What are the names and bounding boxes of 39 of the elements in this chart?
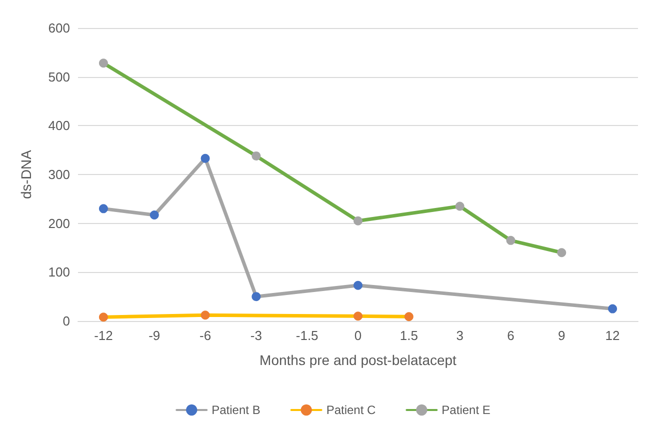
point <box>455 202 464 211</box>
point <box>354 312 362 321</box>
point <box>98 58 108 68</box>
x-tick-label: 12 <box>605 328 620 343</box>
point <box>252 151 261 160</box>
x-tick-label: 3 <box>456 328 464 343</box>
point <box>608 304 618 314</box>
point <box>252 292 261 302</box>
x-tick-label: -1.5 <box>296 328 318 343</box>
legend-label: Patient C <box>326 403 376 417</box>
y-tick-label: 600 <box>48 20 70 36</box>
point <box>98 312 108 322</box>
x-tick-label: -12 <box>94 328 113 343</box>
y-tick-label: 300 <box>48 167 70 182</box>
y-tick-label: 500 <box>48 69 70 84</box>
x-tick-label: 0 <box>354 328 362 343</box>
y-tick-label: 200 <box>48 216 70 231</box>
point <box>404 312 414 322</box>
point <box>557 248 566 258</box>
point <box>200 154 210 163</box>
x-tick-label: -3 <box>250 328 262 343</box>
point <box>506 236 516 245</box>
x-tick-label: 6 <box>507 328 514 343</box>
x-tick-label: -6 <box>199 328 212 343</box>
x-axis-title: Months pre and post-belatacept <box>260 352 457 368</box>
x-tick-label: 9 <box>558 328 566 343</box>
x-tick-label: 1.5 <box>400 328 418 343</box>
point <box>354 216 362 226</box>
y-axis-title: ds-DNA <box>18 149 34 200</box>
point <box>354 280 362 290</box>
y-tick-label: 0 <box>62 314 70 328</box>
y-tick-label: 400 <box>48 118 70 134</box>
legend-label: Patient B <box>212 403 260 417</box>
point <box>150 210 159 220</box>
x-tick-label: -9 <box>148 328 160 343</box>
point <box>98 204 108 214</box>
y-tick-label: 100 <box>48 264 70 280</box>
point <box>200 310 210 320</box>
legend-label: Patient E <box>442 403 490 417</box>
